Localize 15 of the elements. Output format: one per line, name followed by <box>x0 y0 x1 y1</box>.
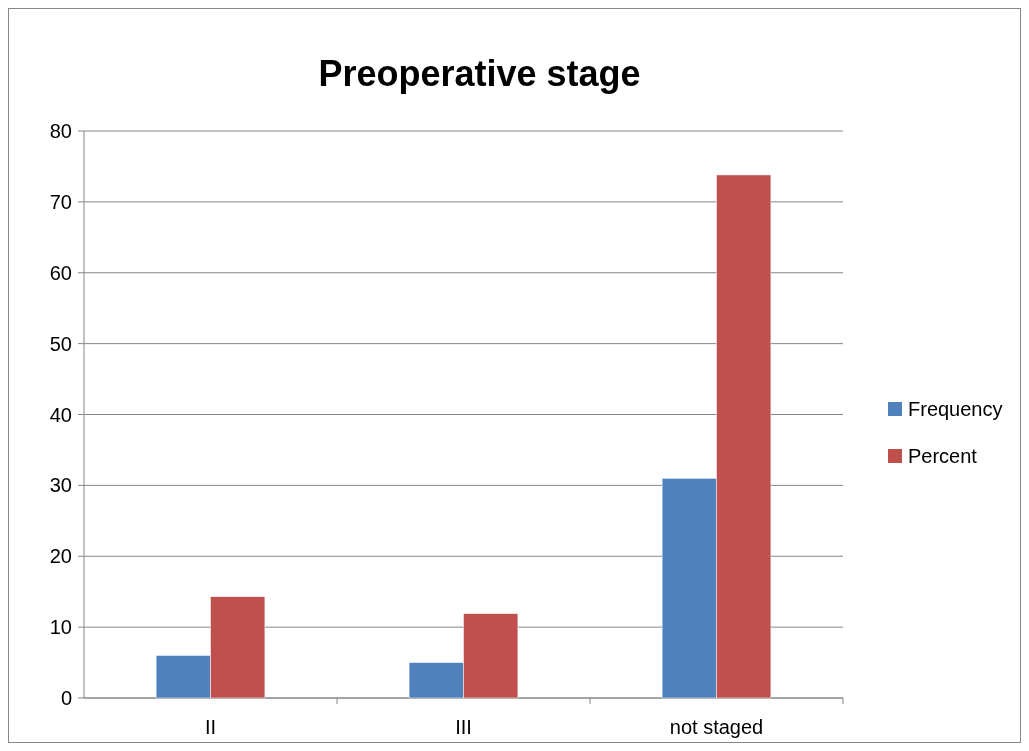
y-tick-label: 0 <box>60 687 72 709</box>
y-tick-label: 70 <box>49 190 72 213</box>
x-tick-label: II <box>204 716 217 738</box>
y-tick-label: 60 <box>49 261 72 284</box>
y-tick-label: 20 <box>49 545 72 568</box>
legend-label: Percent <box>908 445 978 467</box>
y-tick-label: 40 <box>49 403 72 426</box>
y-tick-label: 50 <box>49 332 72 355</box>
x-tick-label: III <box>455 716 472 738</box>
y-tick-label: 10 <box>49 616 72 639</box>
x-tick-label: not staged <box>669 716 764 738</box>
y-tick-label: 80 <box>49 120 72 142</box>
legend-label: Frequency <box>908 398 1003 420</box>
chart-title: Preoperative stage <box>318 53 641 94</box>
y-tick-label: 30 <box>49 474 72 497</box>
